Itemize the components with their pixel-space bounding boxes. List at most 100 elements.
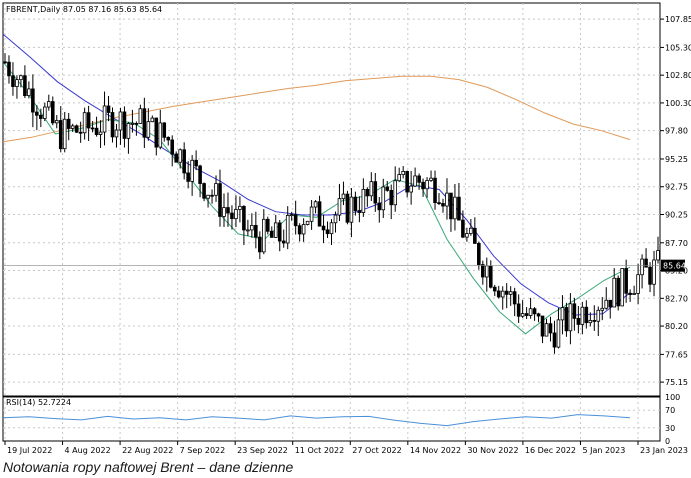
price-tick-label: 102.80 [665,71,691,80]
candle-body [238,205,242,210]
candle-body [552,332,557,348]
price-tick-label: 75.15 [665,378,688,387]
candle-body [206,194,210,199]
candle-body [118,111,123,131]
candle-body [90,127,95,130]
candle-body [596,309,601,322]
candle-body [421,181,425,190]
candle-body [365,188,370,197]
candle-body [234,209,238,220]
time-tick-label: 23 Jan 2023 [640,446,688,455]
candle-body [520,313,525,317]
candle-body [640,258,644,276]
candle-body [269,230,274,238]
candle-body [508,291,513,295]
candle-body [405,171,409,193]
candle-body [198,165,202,184]
candle-body [652,259,656,285]
candle-body [496,290,501,298]
candle-body [612,277,617,308]
candle-body [317,201,322,227]
candle-body [174,153,179,163]
candle-body [62,118,67,150]
moving-average-line [2,61,631,335]
candle-body [500,290,505,298]
candle-body [35,111,39,116]
rsi-label: RSI(14) 52.7224 [6,398,71,407]
candle-body [3,61,7,64]
candle-body [309,206,314,222]
price-tick-label: 97.80 [665,127,688,136]
time-tick-label: 23 Sep 2022 [237,446,288,455]
candle-body [126,123,131,139]
candle-body [381,186,386,211]
time-tick-label: 16 Dec 2022 [525,446,576,455]
candle-body [293,214,298,227]
candle-body [556,319,561,348]
candle-body [43,106,47,119]
candle-body [413,175,417,187]
candle-body [540,315,545,337]
candle-body [337,198,342,216]
candle-body [114,129,119,138]
candle-body [628,292,632,295]
candle-body [417,175,421,183]
candle-body [242,205,246,231]
time-tick-label: 19 Jul 2022 [7,446,52,455]
candle-body [445,192,449,207]
time-tick-label: 11 Oct 2022 [295,446,344,455]
price-tick-label: 107.85 [665,15,691,24]
candle-body [576,317,581,325]
candle-body [250,225,254,231]
moving-average-line [2,33,631,316]
candle-body [528,308,533,316]
candle-body [214,183,218,196]
candle-body [210,194,214,197]
candle-body [632,292,636,295]
candle-body [516,303,521,317]
candle-body [142,108,147,138]
candle-body [461,219,465,238]
time-tick-label: 30 Nov 2022 [467,446,518,455]
candle-body [389,189,394,206]
candle-body [122,111,127,139]
candle-body [536,313,541,317]
candle-body [130,122,135,125]
candle-body [170,139,175,155]
candle-body [262,218,266,253]
candle-body [301,224,306,235]
candle-body [297,225,302,235]
time-tick-label: 27 Oct 2022 [352,446,401,455]
candle-body [369,181,374,197]
candle-body [397,174,401,182]
candle-body [110,112,115,138]
candle-body [15,79,19,87]
candle-body [154,117,159,148]
candle-body [393,180,398,206]
candle-body [481,264,485,278]
candle-body [457,196,461,221]
candle-body [345,193,350,223]
candle-body [226,207,230,214]
candle-body [289,214,294,217]
candle-body [572,303,577,319]
candle-body [27,88,31,97]
candle-body [19,75,23,81]
candle-body [39,114,43,119]
candle-body [166,136,171,141]
candle-body [66,118,71,129]
candle-body [54,120,59,124]
candle-body [50,101,55,124]
candle-body [222,207,226,217]
price-tick-label: 100.30 [665,99,691,108]
candle-body [544,323,549,337]
candle-body [102,105,107,133]
last-price-tag [661,259,685,272]
candle-body [190,159,194,182]
candle-body [473,227,477,244]
rsi-panel-frame [2,396,661,442]
candle-body [134,122,139,125]
price-tick-label: 90.25 [665,210,688,219]
candle-body [178,149,182,163]
candle-body [488,265,493,288]
